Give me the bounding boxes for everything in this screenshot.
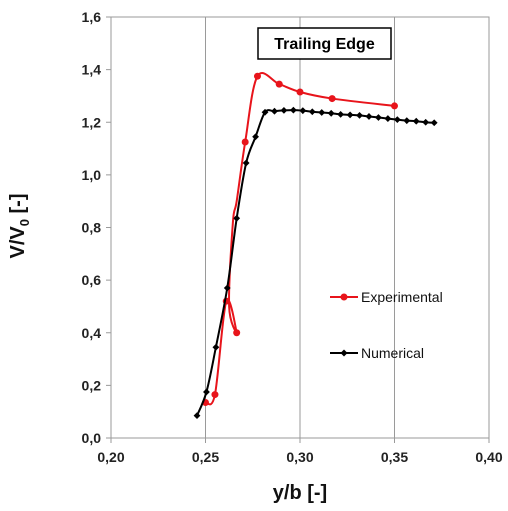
data-point-numerical bbox=[393, 116, 401, 124]
chart-title: Trailing Edge bbox=[257, 27, 392, 60]
y-tick-label: 0,4 bbox=[82, 325, 102, 341]
legend-experimental-marker bbox=[340, 293, 348, 301]
data-point-numerical bbox=[299, 107, 307, 115]
data-point-numerical bbox=[337, 110, 345, 118]
y-axis-label-tail: [-] bbox=[7, 193, 29, 219]
y-tick-label: 1,6 bbox=[82, 9, 102, 25]
data-point-experimental bbox=[328, 95, 336, 103]
data-point-numerical bbox=[403, 117, 411, 125]
y-axis-label: V/V0 [-] bbox=[7, 193, 32, 258]
x-tick-label: 0,35 bbox=[381, 449, 408, 465]
data-point-numerical bbox=[193, 412, 201, 420]
data-point-numerical bbox=[280, 107, 288, 114]
x-tick-label: 0,40 bbox=[475, 449, 502, 465]
data-point-numerical bbox=[233, 214, 241, 222]
data-point-numerical bbox=[346, 111, 354, 119]
data-point-numerical bbox=[356, 112, 363, 119]
data-point-numerical bbox=[289, 106, 297, 114]
data-point-numerical bbox=[242, 159, 250, 167]
x-tick-label: 0,25 bbox=[192, 449, 219, 465]
data-point-numerical bbox=[327, 109, 335, 117]
data-point-experimental bbox=[211, 391, 219, 399]
x-axis-label: y/b [-] bbox=[273, 482, 327, 504]
data-point-experimental bbox=[275, 80, 283, 88]
legend: Experimental Numerical bbox=[330, 289, 443, 361]
data-point-numerical bbox=[223, 284, 231, 292]
data-point-numerical bbox=[308, 108, 316, 116]
data-point-numerical bbox=[203, 388, 210, 396]
data-point-numerical bbox=[252, 133, 259, 141]
data-point-experimental bbox=[296, 88, 304, 96]
y-axis-label-subscript: 0 bbox=[17, 219, 32, 226]
title-box bbox=[257, 27, 392, 60]
y-tick-label: 0,8 bbox=[82, 220, 102, 236]
data-point-numerical bbox=[271, 107, 278, 115]
series-numerical bbox=[193, 106, 438, 420]
title-text: Trailing Edge bbox=[274, 36, 375, 53]
data-point-experimental bbox=[233, 329, 241, 337]
y-tick-label: 1,0 bbox=[82, 167, 102, 183]
series-layer bbox=[193, 72, 438, 420]
data-point-numerical bbox=[412, 117, 420, 125]
data-point-numerical bbox=[422, 118, 430, 126]
data-point-experimental bbox=[253, 72, 261, 80]
y-tick-label: 0,6 bbox=[82, 272, 102, 288]
data-point-numerical bbox=[261, 108, 269, 116]
gridlines bbox=[205, 17, 395, 438]
data-point-experimental bbox=[391, 102, 398, 110]
y-tick-label: 0,2 bbox=[82, 377, 102, 393]
legend-experimental-label: Experimental bbox=[361, 289, 443, 305]
y-axis-label-main: V/V bbox=[7, 226, 29, 259]
y-tick-label: 1,2 bbox=[82, 114, 102, 130]
x-tick-label: 0,20 bbox=[97, 449, 124, 465]
svg-text:V/V0 [-]: V/V0 [-] bbox=[7, 193, 32, 258]
x-tick-label: 0,30 bbox=[286, 449, 313, 465]
data-point-numerical bbox=[212, 343, 220, 351]
y-tick-label: 1,4 bbox=[82, 62, 102, 78]
y-tick-label: 0,0 bbox=[82, 430, 102, 446]
data-point-experimental bbox=[241, 138, 249, 146]
tick-labels: 0,20 0,25 0,30 0,35 0,40 0,0 0,2 0,4 0,6 0,8 1,0 1,… bbox=[82, 9, 503, 465]
data-point-numerical bbox=[430, 119, 438, 127]
data-point-numerical bbox=[365, 113, 373, 120]
data-point-numerical bbox=[318, 109, 326, 116]
legend-numerical-marker bbox=[340, 349, 348, 357]
data-point-numerical bbox=[375, 114, 382, 121]
data-point-numerical bbox=[384, 115, 392, 122]
legend-numerical-label: Numerical bbox=[361, 345, 424, 361]
